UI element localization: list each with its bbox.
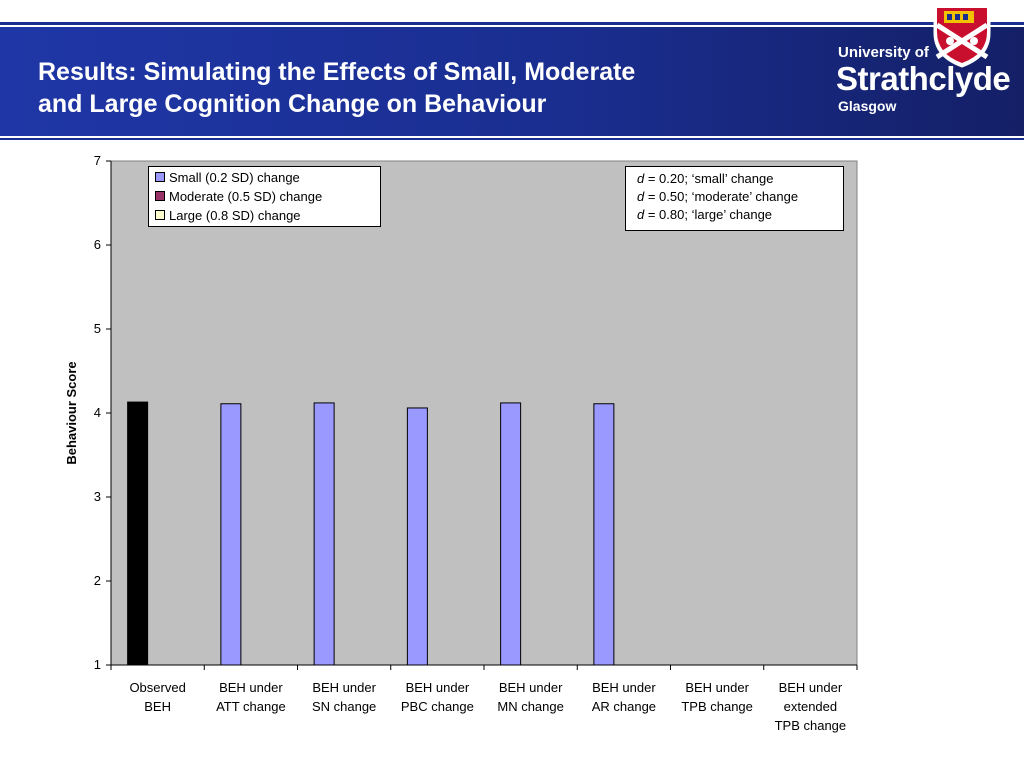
legend-swatch-small xyxy=(155,172,165,182)
header-top-rule xyxy=(0,22,1024,25)
bar-small-change xyxy=(313,402,335,666)
slide-header: Results: Simulating the Effects of Small… xyxy=(0,0,1024,140)
d-symbol: d xyxy=(637,171,645,186)
bar-small-change xyxy=(593,403,615,666)
chart-legend: Small (0.2 SD) change Moderate (0.5 SD) … xyxy=(148,166,381,227)
x-tick-label-line: BEH under xyxy=(312,680,376,695)
logo-strathclyde: Strathclyde xyxy=(836,60,1011,97)
x-tick-label: BEH under extended TPB change xyxy=(775,680,847,733)
legend-label-large: Large (0.8 SD) change xyxy=(169,208,301,223)
x-tick-label-line: TPB change xyxy=(775,718,847,733)
y-tick-label: 5 xyxy=(94,321,101,336)
x-tick-label-line: TPB change xyxy=(681,699,753,714)
x-tick-label-line: BEH xyxy=(144,699,171,714)
effect-size-note-moderate: d = 0.50; ‘moderate’ change xyxy=(637,189,798,204)
legend-item-moderate: Moderate (0.5 SD) change xyxy=(155,189,322,207)
x-tick-label: BEH under AR change xyxy=(592,680,657,714)
y-tick-label: 1 xyxy=(94,657,101,672)
note-text: = 0.20; ‘small’ change xyxy=(644,171,774,186)
y-tick-label: 6 xyxy=(94,237,101,252)
y-tick-label: 2 xyxy=(94,573,101,588)
bar-small-change xyxy=(220,403,242,666)
x-tick-label-line: Observed xyxy=(129,680,185,695)
x-tick-label-line: BEH under xyxy=(779,680,843,695)
effect-size-note-small: d = 0.20; ‘small’ change xyxy=(637,171,773,186)
effect-size-note-large: d = 0.80; ‘large’ change xyxy=(637,207,772,222)
logo-university-of: University of xyxy=(838,44,929,61)
y-tick-label: 4 xyxy=(94,405,101,420)
bar-small-change xyxy=(500,402,522,666)
x-tick-label-line: extended xyxy=(784,699,838,714)
y-axis-title: Behaviour Score xyxy=(64,361,79,464)
behaviour-bar-chart: 1 2 3 4 5 6 7 Behaviour Score Observed BEH BEH und… xyxy=(64,153,858,733)
header-bottom-rule xyxy=(0,138,1024,140)
x-tick-label: Observed BEH xyxy=(129,680,185,714)
x-tick-label-line: SN change xyxy=(312,699,376,714)
x-tick-label-line: BEH under xyxy=(499,680,563,695)
x-tick-label-line: PBC change xyxy=(401,699,474,714)
legend-label-moderate: Moderate (0.5 SD) change xyxy=(169,189,323,204)
x-tick-label: BEH under ATT change xyxy=(216,680,286,714)
legend-swatch-moderate xyxy=(155,191,165,201)
x-tick-label-line: BEH under xyxy=(219,680,283,695)
x-tick-label: BEH under TPB change xyxy=(681,680,753,714)
y-tick-label: 3 xyxy=(94,489,101,504)
bar-small-change xyxy=(406,407,428,666)
x-tick-label: BEH under PBC change xyxy=(401,680,474,714)
x-tick-label: BEH under MN change xyxy=(497,680,563,714)
legend-swatch-large xyxy=(155,210,165,220)
x-tick-label-line: BEH under xyxy=(685,680,749,695)
legend-item-large: Large (0.8 SD) change xyxy=(155,208,301,226)
note-text: = 0.50; ‘moderate’ change xyxy=(644,189,799,204)
header-band xyxy=(0,27,1024,136)
x-tick-label-line: AR change xyxy=(592,699,656,714)
slide-title: Results: Simulating the Effects of Small… xyxy=(38,58,636,118)
university-crest-logo xyxy=(933,4,991,68)
legend-item-small: Small (0.2 SD) change xyxy=(155,170,300,188)
x-tick-label-line: ATT change xyxy=(216,699,286,714)
d-symbol: d xyxy=(637,189,645,204)
bar-observed-beh xyxy=(127,401,149,666)
x-tick-label-line: BEH under xyxy=(406,680,470,695)
y-tick-label: 7 xyxy=(94,153,101,168)
legend-label-small: Small (0.2 SD) change xyxy=(169,170,300,185)
x-tick-label-line: BEH under xyxy=(592,680,656,695)
x-tick-label-line: MN change xyxy=(497,699,563,714)
x-tick-label: BEH under SN change xyxy=(312,680,377,714)
note-text: = 0.80; ‘large’ change xyxy=(644,207,773,222)
d-symbol: d xyxy=(637,207,645,222)
logo-glasgow: Glasgow xyxy=(838,98,897,114)
effect-size-note: d = 0.20; ‘small’ change d = 0.50; ‘mode… xyxy=(625,166,844,231)
